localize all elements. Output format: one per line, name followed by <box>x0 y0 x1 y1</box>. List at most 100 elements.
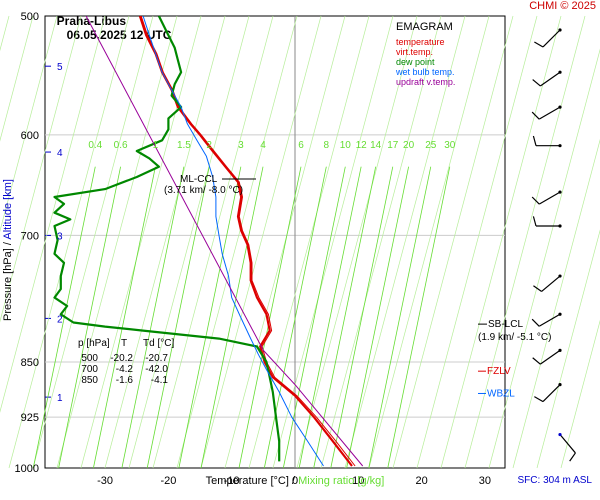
dry-adiabat-line <box>368 15 490 469</box>
dry-adiabat-line <box>104 15 226 469</box>
table-cell: 850 <box>81 375 98 386</box>
sb-lcl-label: SB-LCL <box>488 319 523 330</box>
mixing-ratio-label: 3 <box>238 140 244 151</box>
pressure-tick-label: 500 <box>21 11 39 23</box>
altitude-tick-label: 2 <box>57 314 63 325</box>
wind-barb <box>532 70 562 87</box>
mixing-ratio-line <box>346 166 410 469</box>
dry-adiabat-line <box>416 15 538 469</box>
mixing-ratio-line <box>313 166 377 469</box>
y-axis-title-altitude: Altitude [km] <box>2 179 14 240</box>
table-header: p [hPa] <box>78 338 110 349</box>
wind-barb <box>532 348 562 365</box>
mixing-ratio-label: 1 <box>153 140 159 151</box>
dry-adiabat-line <box>80 15 202 469</box>
temperature-tick-label: -10 <box>224 475 240 487</box>
copyright-credit: CHMI © 2025 <box>529 0 596 12</box>
dew-point-line <box>53 16 281 462</box>
dry-adiabat-line <box>296 15 418 469</box>
temperature-line <box>138 16 353 467</box>
dry-adiabat-line <box>200 15 322 469</box>
mixing-ratio-line <box>121 166 185 469</box>
wind-barb <box>531 312 562 327</box>
x-axis-title-temperature: Temperature [°C] <box>206 475 292 487</box>
x-axis-title-mixing: Mixing ratio [g/kg] <box>298 475 384 487</box>
temperature-tick-label: 30 <box>479 475 491 487</box>
dry-adiabat-line <box>512 138 600 469</box>
dry-adiabat-line <box>56 15 178 469</box>
sb-lcl-value: (1.9 km/ -5.1 °C) <box>478 332 551 343</box>
surface-elevation: SFC: 304 m ASL <box>517 475 592 486</box>
mixing-ratio-line <box>178 166 242 469</box>
mixing-ratio-line <box>368 166 432 469</box>
table-cell: -20.2 <box>110 353 133 364</box>
dry-adiabat-line <box>320 15 442 469</box>
dry-adiabat-line <box>248 15 370 469</box>
mixing-ratio-line <box>298 166 362 469</box>
dry-adiabat-line <box>392 15 514 469</box>
mixing-ratio-label: 17 <box>387 140 399 151</box>
dry-adiabat-line <box>8 15 130 469</box>
wind-barb <box>534 28 562 48</box>
mixing-ratio-label: 6 <box>298 140 304 151</box>
temperature-tick-label: -30 <box>97 475 113 487</box>
dry-adiabat-line <box>464 15 586 469</box>
ml-ccl-value: (3.71 km/ -8.0 °C) <box>164 185 243 196</box>
dry-adiabat-line <box>0 15 34 142</box>
table-cell: -20.7 <box>145 353 168 364</box>
wet-bulb-line <box>142 16 324 467</box>
wind-barbs-layer <box>531 28 576 462</box>
profiles-layer <box>53 16 487 467</box>
dry-adiabat-line <box>224 15 346 469</box>
mixing-ratio-label: 8 <box>324 140 330 151</box>
updraft-line <box>85 16 364 467</box>
temperature-tick-label: 0 <box>292 475 298 487</box>
legend-entry: virt.temp. <box>396 47 433 57</box>
pressure-tick-label: 700 <box>21 230 39 242</box>
pressure-tick-label: 600 <box>21 130 39 142</box>
station-name: Praha-Libus <box>56 14 127 28</box>
y-axis-title-separator: / <box>2 240 14 246</box>
table-header: T <box>121 338 127 349</box>
dry-adiabat-line <box>0 15 106 413</box>
mixing-ratio-line <box>238 166 302 469</box>
dry-adiabat-line <box>152 15 274 469</box>
pressure-tick-label: 850 <box>21 357 39 369</box>
wind-barb <box>531 105 562 120</box>
wind-barb <box>533 274 562 292</box>
dry-adiabat-line <box>344 15 466 469</box>
mixing-ratio-line <box>58 166 121 469</box>
station-title: Praha-Libus 06.05.2025 12 UTC <box>50 0 172 42</box>
table-cell: -42.0 <box>145 364 168 375</box>
mixing-ratio-line <box>200 166 264 469</box>
x-axis-title-separator: / <box>292 475 298 487</box>
altitude-tick-label: 3 <box>57 231 63 242</box>
mixing-ratio-label: 25 <box>425 140 437 151</box>
legend-entry: updraft v.temp. <box>396 77 455 87</box>
legend-entry: temperature <box>396 37 445 47</box>
ml-ccl-label: ML-CCL <box>180 174 218 185</box>
mixing-ratio-label: 30 <box>444 140 456 151</box>
fzlv-label: FZLV <box>487 366 511 377</box>
mixing-ratio-label: 0.4 <box>88 140 102 151</box>
legend-entry: dew point <box>396 57 435 67</box>
mixing-ratio-layer <box>0 15 600 469</box>
wind-barb <box>532 216 562 228</box>
mixing-ratio-line <box>146 166 210 469</box>
wind-barb <box>531 190 562 205</box>
table-cell: 700 <box>81 364 98 375</box>
mixing-ratio-label: 4 <box>260 140 266 151</box>
dry-adiabat-line <box>176 15 298 469</box>
altitude-tick-label: 5 <box>57 62 63 73</box>
mixing-ratio-line <box>93 166 156 469</box>
temperature-tick-label: -20 <box>160 475 176 487</box>
table-cell: -1.6 <box>116 375 134 386</box>
mixing-ratio-line <box>387 166 451 469</box>
mixing-ratio-label: 2 <box>206 140 212 151</box>
temperature-tick-label: 10 <box>352 475 364 487</box>
mixing-ratio-label: 20 <box>403 140 415 151</box>
dry-adiabat-line <box>272 15 394 469</box>
virtual-temperature-line <box>140 16 356 467</box>
pressure-tick-label: 925 <box>21 412 39 424</box>
